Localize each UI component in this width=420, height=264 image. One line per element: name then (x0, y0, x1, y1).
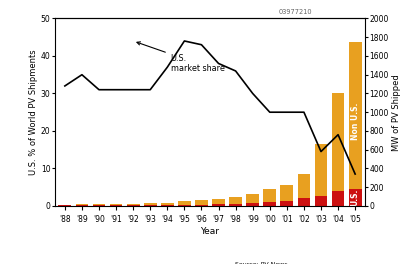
Bar (229, 197, 242, 206)
Bar (92, 204, 105, 206)
Bar (76, 205, 88, 206)
Text: U.S.
market share: U.S. market share (137, 42, 225, 73)
Bar (92, 205, 105, 206)
Bar (332, 93, 344, 206)
Bar (212, 204, 225, 206)
Bar (229, 204, 242, 206)
Y-axis label: MW of PV Shipped: MW of PV Shipped (392, 74, 401, 150)
Bar (58, 205, 71, 206)
Bar (212, 199, 225, 206)
Bar (315, 196, 328, 206)
Bar (332, 191, 344, 206)
Bar (58, 205, 71, 206)
Text: U.S.: U.S. (351, 189, 360, 206)
Bar (195, 205, 208, 206)
Bar (144, 204, 157, 206)
Bar (281, 185, 293, 206)
Bar (315, 144, 328, 206)
Bar (144, 205, 157, 206)
Y-axis label: U.S. % of World PV Shipments: U.S. % of World PV Shipments (29, 49, 38, 175)
Text: 03977210: 03977210 (278, 9, 312, 15)
Bar (263, 202, 276, 206)
Bar (281, 201, 293, 206)
Text: Source: PV News,
March and April 2006: Source: PV News, March and April 2006 (235, 262, 302, 264)
Bar (161, 205, 174, 206)
Bar (246, 203, 259, 206)
Bar (297, 198, 310, 206)
Bar (178, 201, 191, 206)
Bar (110, 204, 123, 206)
Bar (349, 189, 362, 206)
Bar (127, 204, 139, 206)
Bar (195, 200, 208, 206)
X-axis label: Year: Year (200, 227, 220, 236)
Bar (349, 42, 362, 206)
Bar (110, 205, 123, 206)
Bar (263, 189, 276, 206)
Bar (246, 194, 259, 206)
Bar (297, 174, 310, 206)
Bar (76, 204, 88, 206)
Text: Non U.S.: Non U.S. (351, 103, 360, 140)
Bar (127, 205, 139, 206)
Bar (161, 203, 174, 206)
Bar (178, 205, 191, 206)
